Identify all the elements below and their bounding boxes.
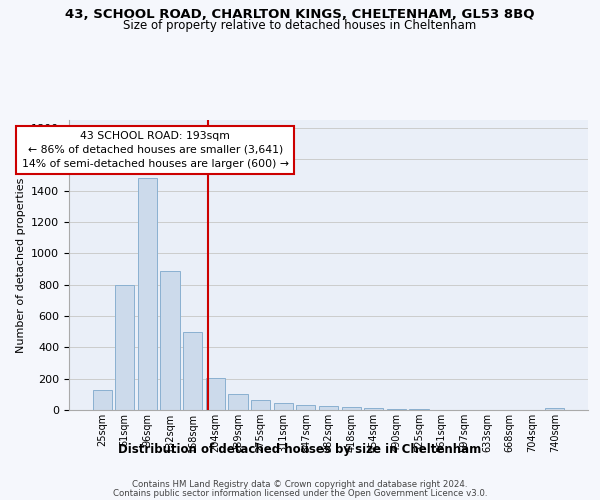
Bar [229,394,248,410]
Y-axis label: Number of detached properties: Number of detached properties [16,178,26,352]
Bar [274,404,293,410]
Bar [206,378,225,410]
Text: Contains public sector information licensed under the Open Government Licence v3: Contains public sector information licen… [113,489,487,498]
Bar [296,405,316,410]
Bar [138,178,157,410]
Bar [545,408,565,410]
Text: 43, SCHOOL ROAD, CHARLTON KINGS, CHELTENHAM, GL53 8BQ: 43, SCHOOL ROAD, CHARLTON KINGS, CHELTEN… [65,8,535,20]
Bar [387,408,406,410]
Bar [341,407,361,410]
Bar [160,272,180,410]
Bar [183,332,202,410]
Bar [115,286,134,410]
Text: Distribution of detached houses by size in Cheltenham: Distribution of detached houses by size … [118,442,482,456]
Bar [319,406,338,410]
Text: 43 SCHOOL ROAD: 193sqm
← 86% of detached houses are smaller (3,641)
14% of semi-: 43 SCHOOL ROAD: 193sqm ← 86% of detached… [22,131,289,169]
Bar [409,409,428,410]
Bar [92,390,112,410]
Text: Size of property relative to detached houses in Cheltenham: Size of property relative to detached ho… [124,19,476,32]
Text: Contains HM Land Registry data © Crown copyright and database right 2024.: Contains HM Land Registry data © Crown c… [132,480,468,489]
Bar [364,408,383,410]
Bar [251,400,270,410]
